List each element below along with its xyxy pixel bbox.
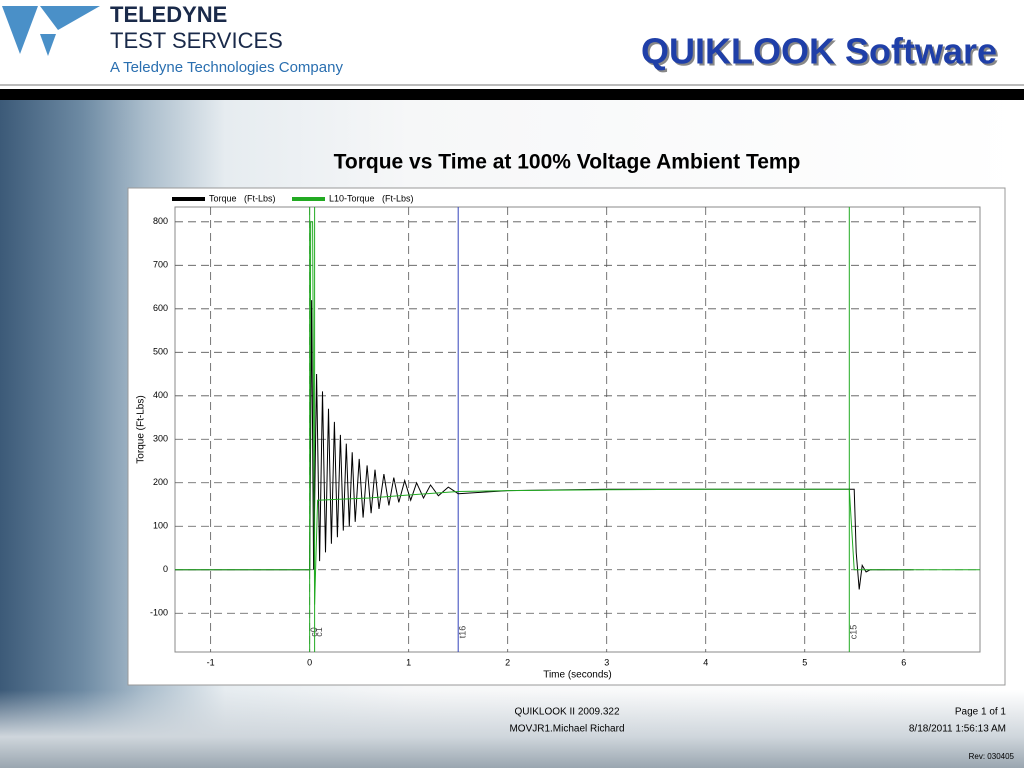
rule (0, 84, 1024, 86)
y-tick-label: 600 (153, 303, 168, 313)
series-line (175, 221, 980, 605)
logo-text: TELEDYNE (110, 2, 227, 27)
legend-label: L10-Torque (Ft-Lbs) (329, 193, 414, 203)
footer-text: MOVJR1.Michael Richard (509, 724, 624, 735)
cursor-label: t16 (458, 626, 468, 639)
x-tick-label: 4 (703, 657, 708, 667)
y-tick-label: 400 (153, 390, 168, 400)
footer-text: Rev: 030405 (969, 752, 1015, 761)
y-tick-label: 200 (153, 477, 168, 487)
footer-text: 8/18/2011 1:56:13 AM (909, 724, 1006, 735)
footer-text: QUIKLOOK II 2009.322 (514, 707, 619, 718)
x-tick-label: 1 (406, 657, 411, 667)
cursor-label: c0 (309, 627, 319, 637)
cursor-label: c15 (849, 625, 859, 640)
y-axis-label: Torque (Ft-Lbs) (136, 395, 147, 463)
logo-text: TEST SERVICES (110, 28, 283, 53)
logo-text: A Teledyne Technologies Company (110, 59, 343, 76)
shadow: QUIKLOOK Software (643, 33, 999, 74)
slide-title: QUIKLOOK Software (641, 31, 997, 72)
x-tick-label: 2 (505, 657, 510, 667)
y-tick-label: 100 (153, 521, 168, 531)
x-axis-label: Time (seconds) (543, 670, 612, 681)
x-tick-label: -1 (207, 657, 215, 667)
logo-mark (40, 6, 100, 30)
y-tick-label: 0 (163, 564, 168, 574)
background-bottom (0, 690, 1024, 768)
legend-label: Torque (Ft-Lbs) (209, 193, 276, 203)
x-tick-label: 0 (307, 657, 312, 667)
logo-mark (2, 6, 38, 54)
y-tick-label: -100 (150, 608, 168, 618)
chart-title: Torque vs Time at 100% Voltage Ambient T… (334, 151, 801, 174)
logo-mark (40, 34, 56, 56)
y-tick-label: 300 (153, 434, 168, 444)
x-tick-label: 6 (901, 657, 906, 667)
header-bar (0, 89, 1024, 100)
x-tick-label: 3 (604, 657, 609, 667)
x-tick-label: 5 (802, 657, 807, 667)
footer-text: Page 1 of 1 (955, 707, 1007, 718)
y-tick-label: 700 (153, 260, 168, 270)
y-tick-label: 500 (153, 347, 168, 357)
y-tick-label: 800 (153, 216, 168, 226)
cursor-label: c1 (314, 627, 324, 637)
